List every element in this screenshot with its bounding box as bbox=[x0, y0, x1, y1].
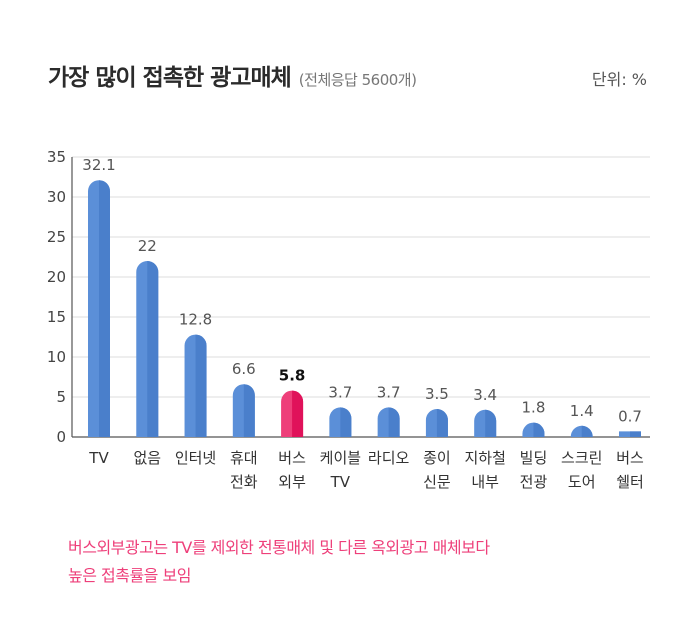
category-label: 없음 bbox=[133, 449, 161, 467]
category-label: 케이블 bbox=[320, 449, 361, 467]
value-label: 6.6 bbox=[232, 360, 256, 378]
category-label: 전광 bbox=[520, 473, 548, 491]
y-tick-label: 30 bbox=[47, 188, 66, 206]
category-label: 인터넷 bbox=[175, 449, 216, 467]
category-label: 내부 bbox=[471, 473, 499, 491]
y-tick-label: 10 bbox=[47, 348, 66, 366]
value-label: 3.5 bbox=[425, 385, 449, 403]
bar-shade bbox=[195, 334, 207, 437]
category-label: 종이 bbox=[423, 449, 451, 467]
value-label: 1.8 bbox=[522, 399, 546, 417]
category-label: 외부 bbox=[278, 473, 306, 491]
value-label: 1.4 bbox=[570, 402, 594, 420]
value-label: 3.7 bbox=[377, 383, 401, 401]
bar-shade bbox=[533, 422, 545, 437]
y-tick-label: 20 bbox=[47, 268, 66, 286]
category-label: 도어 bbox=[568, 473, 596, 491]
category-label: 전화 bbox=[230, 473, 258, 491]
y-tick-label: 25 bbox=[47, 228, 66, 246]
value-label: 32.1 bbox=[82, 156, 115, 174]
category-label: 라디오 bbox=[368, 449, 410, 467]
y-tick-label: 15 bbox=[47, 308, 66, 326]
chart-subtitle: (전체응답 5600개) bbox=[298, 71, 417, 89]
unit-label: 단위: % bbox=[591, 70, 647, 89]
category-label: 버스 bbox=[278, 449, 306, 467]
category-label: TV bbox=[330, 473, 351, 491]
category-label: 스크린 bbox=[561, 449, 602, 467]
note-line: 버스외부광고는 TV를 제외한 전통매체 및 다른 옥외광고 매체보다 bbox=[68, 538, 490, 557]
value-label: 22 bbox=[138, 237, 157, 255]
value-label: 3.4 bbox=[473, 386, 497, 404]
category-label: 지하철 bbox=[464, 449, 505, 467]
bar-shade bbox=[99, 180, 110, 437]
chart-note: 버스외부광고는 TV를 제외한 전통매체 및 다른 옥외광고 매체보다 높은 접… bbox=[68, 534, 490, 590]
category-label: 쉘터 bbox=[616, 473, 644, 491]
category-label: 신문 bbox=[423, 473, 451, 491]
chart-header: 가장 많이 접촉한 광고매체 (전체응답 5600개) bbox=[48, 58, 417, 92]
value-label: 5.8 bbox=[279, 367, 306, 385]
category-label: 휴대 bbox=[230, 449, 258, 467]
chart-title: 가장 많이 접촉한 광고매체 bbox=[48, 65, 292, 91]
bar-shade bbox=[388, 407, 400, 437]
bar-shade bbox=[436, 409, 448, 437]
bar-shade bbox=[147, 261, 159, 437]
bar-shade bbox=[485, 409, 497, 437]
category-label: 빌딩 bbox=[520, 449, 548, 467]
value-label: 3.7 bbox=[328, 383, 352, 401]
category-label: TV bbox=[88, 449, 109, 467]
category-label: 버스 bbox=[616, 449, 644, 467]
y-tick-label: 0 bbox=[56, 428, 66, 446]
bar-shade bbox=[292, 390, 304, 437]
bar-shade bbox=[581, 425, 593, 437]
y-tick-label: 35 bbox=[47, 148, 66, 166]
bar-shade bbox=[243, 384, 255, 437]
value-label: 0.7 bbox=[618, 407, 642, 425]
bar-shade bbox=[340, 407, 352, 437]
note-line: 높은 접촉률을 보임 bbox=[68, 566, 191, 585]
value-label: 12.8 bbox=[179, 311, 212, 329]
y-tick-label: 5 bbox=[56, 388, 66, 406]
bar-shade bbox=[630, 431, 641, 437]
